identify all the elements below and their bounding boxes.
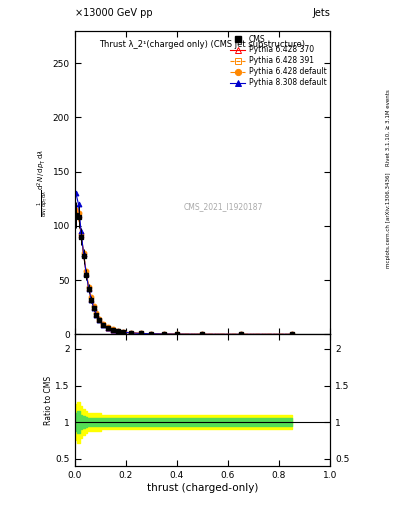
Y-axis label: $\frac{1}{\mathrm{d}N\,/\,\mathrm{d}p_\mathrm{T}\,\mathrm{d}\lambda}\,\mathrm{d}: $\frac{1}{\mathrm{d}N\,/\,\mathrm{d}p_\m…: [36, 148, 51, 217]
Y-axis label: Ratio to CMS: Ratio to CMS: [44, 376, 53, 424]
Text: CMS_2021_I1920187: CMS_2021_I1920187: [183, 202, 263, 211]
Legend: CMS, Pythia 6.428 370, Pythia 6.428 391, Pythia 6.428 default, Pythia 8.308 defa: CMS, Pythia 6.428 370, Pythia 6.428 391,…: [229, 33, 328, 89]
Text: ×13000 GeV pp: ×13000 GeV pp: [75, 8, 152, 18]
X-axis label: thrust (charged-only): thrust (charged-only): [147, 482, 258, 493]
Text: Jets: Jets: [312, 8, 330, 18]
Text: Thrust λ_2¹(charged only) (CMS jet substructure): Thrust λ_2¹(charged only) (CMS jet subst…: [99, 40, 305, 49]
Text: mcplots.cern.ch [arXiv:1306.3436]: mcplots.cern.ch [arXiv:1306.3436]: [386, 173, 391, 268]
Text: Rivet 3.1.10, ≥ 3.1M events: Rivet 3.1.10, ≥ 3.1M events: [386, 90, 391, 166]
